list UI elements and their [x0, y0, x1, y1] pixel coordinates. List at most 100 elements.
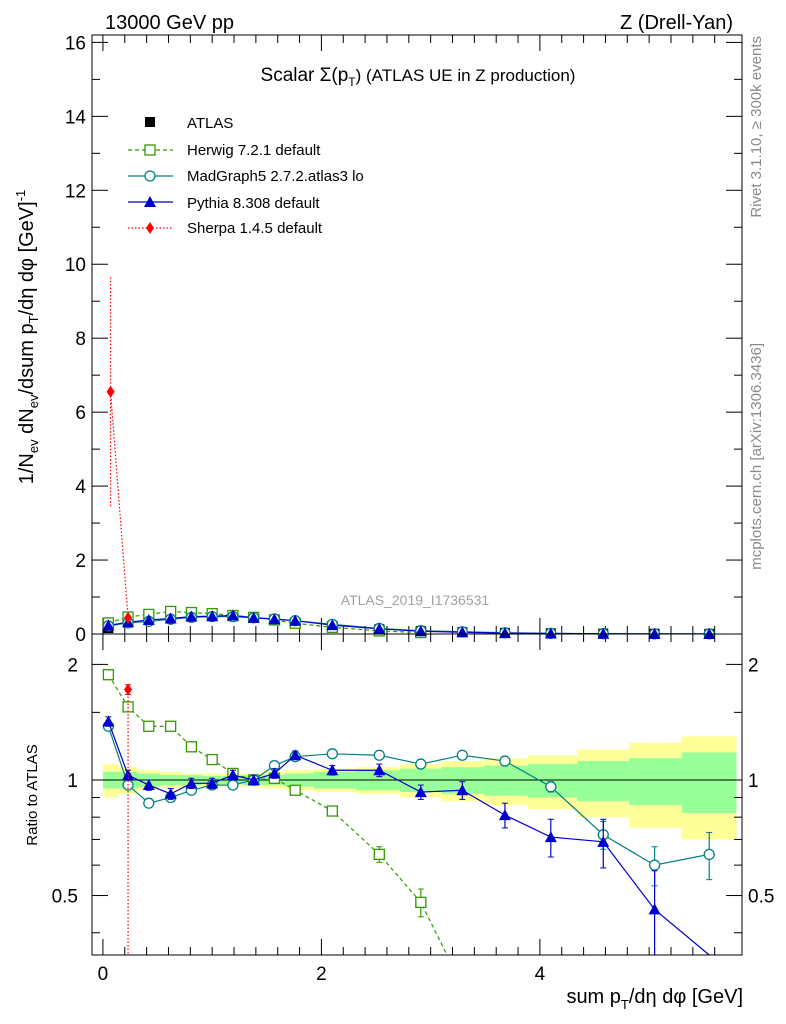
- ratio-point-2: [373, 764, 386, 776]
- main-point-2: [268, 613, 281, 625]
- ratio-point-2: [164, 787, 177, 799]
- ratio-point-1: [545, 781, 557, 793]
- chart-title-tail: ) (ATLAS UE in Z production): [356, 66, 576, 85]
- y-tick-label: 10: [65, 255, 86, 276]
- ratio-series: [102, 669, 715, 956]
- ylabel-sup: -1: [13, 190, 28, 202]
- main-point-2: [544, 627, 557, 639]
- legend-herwig-marker: [144, 144, 156, 156]
- ratio-tick-label-left: 0.5: [52, 887, 78, 908]
- ratio-point-2: [185, 777, 198, 789]
- ratio-point-2: [544, 831, 557, 843]
- ratio-point-2: [498, 809, 511, 821]
- legend-madgraph-marker: [144, 170, 156, 182]
- legend-herwig-label: Herwig 7.2.1 default: [187, 142, 321, 159]
- ratio-point-1: [456, 749, 468, 761]
- y-tick-label: 6: [75, 403, 86, 424]
- ratio-point-0: [289, 784, 301, 796]
- main-series: [102, 277, 716, 640]
- main-point-3: [124, 611, 133, 624]
- ratio-axis-ticks: 0 2 4 0.5 0.5 1 1 2 2: [52, 634, 774, 985]
- main-point-2: [226, 609, 239, 621]
- ratio-band-inner: [483, 765, 528, 796]
- ratio-band-inner: [681, 752, 737, 814]
- ratio-point-3: [124, 683, 133, 696]
- xlabel-sub: T: [621, 997, 629, 1012]
- ratio-point-2: [226, 769, 239, 781]
- y-tick-label: 12: [65, 181, 86, 202]
- main-point-2: [142, 613, 155, 625]
- ylabel-sub3: T: [26, 315, 41, 323]
- ratio-point-0: [102, 669, 115, 681]
- ratio-point-0: [415, 896, 427, 908]
- ylabel-b: dN: [16, 408, 38, 439]
- y-tick-label: 14: [65, 107, 87, 128]
- ylabel-c: /dsum p: [16, 323, 38, 394]
- ratio-y-axis-label: Ratio to ATLAS: [24, 744, 41, 845]
- ratio-point-2: [597, 835, 610, 847]
- main-point-2: [414, 625, 427, 637]
- ratio-tick-label-right: 2: [748, 655, 759, 676]
- ratio-tick-label-left: 1: [67, 771, 78, 792]
- y-tick-label: 4: [75, 477, 86, 498]
- main-point-2: [289, 614, 302, 626]
- x-tick-label: 0: [98, 964, 109, 985]
- y-tick-label: 16: [65, 33, 86, 54]
- ratio-uncertainty-bands: [102, 736, 737, 840]
- y-tick-label: 0: [75, 625, 86, 646]
- main-point-2: [498, 627, 511, 639]
- ratio-point-1: [648, 859, 661, 871]
- ratio-point-0: [326, 805, 338, 817]
- ratio-tick-label-right: 0.5: [748, 887, 774, 908]
- legend-sherpa-label: Sherpa 1.4.5 default: [187, 220, 323, 237]
- ylabel-d: /dη dφ [GeV]: [16, 201, 38, 315]
- chart-title-sub: T: [348, 75, 356, 89]
- ratio-point-2: [247, 773, 260, 785]
- main-point-3: [106, 385, 115, 398]
- ratio-point-0: [206, 753, 218, 766]
- chart-title-main: Scalar Σ(p: [261, 65, 349, 86]
- ratio-point-1: [143, 797, 155, 809]
- main-axis-ticks: 0 2 4 6 8 10 12 14 16: [65, 33, 742, 646]
- ratio-point-2: [456, 784, 469, 796]
- ratio-point-2: [648, 903, 661, 915]
- x-tick-label: 2: [316, 964, 327, 985]
- ratio-point-1: [499, 755, 511, 767]
- legend-madgraph-label: MadGraph5 2.7.2.atlas3 lo: [187, 168, 364, 185]
- y-axis-label: 1/Nev dNev/dsum pT/dη dφ [GeV]-1: [13, 190, 41, 485]
- chart-title: Scalar Σ(pT) (ATLAS UE in Z production): [261, 65, 576, 89]
- ratio-band-inner: [577, 761, 629, 802]
- legend: ATLAS Herwig 7.2.1 default MadGraph5 2.7…: [128, 115, 364, 237]
- ratio-point-0: [143, 720, 155, 732]
- main-point-2: [326, 619, 339, 631]
- y-tick-label: 8: [75, 329, 86, 350]
- main-point-2: [648, 627, 661, 639]
- ratio-point-0: [373, 848, 385, 861]
- main-point-2: [247, 611, 260, 623]
- ratio-point-1: [703, 848, 715, 861]
- main-point-2: [185, 610, 198, 622]
- ratio-point-0: [165, 720, 177, 732]
- legend-atlas-label: ATLAS: [187, 115, 233, 132]
- main-point-2: [373, 622, 386, 634]
- main-point-2: [164, 612, 177, 624]
- ratio-tick-label-right: 1: [748, 771, 759, 792]
- main-point-2: [102, 619, 115, 631]
- analysis-label: ATLAS_2019_I1736531: [341, 592, 490, 608]
- ratio-point-2: [326, 764, 339, 776]
- rivet-label: Rivet 3.1.10, ≥ 300k events: [748, 36, 765, 218]
- x-tick-label: 4: [535, 964, 546, 985]
- mcplots-label: mcplots.cern.ch [arXiv:1306.3436]: [748, 343, 765, 570]
- xlabel-b: /dη dφ [GeV]: [629, 986, 743, 1008]
- ratio-band-inner: [628, 758, 682, 806]
- ratio-point-2: [268, 767, 281, 779]
- legend-sherpa-marker: [146, 222, 154, 234]
- ylabel-a: 1/N: [16, 453, 38, 484]
- ylabel-sub2: ev: [26, 394, 41, 408]
- ratio-point-2: [414, 786, 427, 798]
- header-left: 13000 GeV pp: [105, 12, 234, 34]
- ratio-point-0: [122, 701, 134, 713]
- main-point-2: [597, 627, 610, 639]
